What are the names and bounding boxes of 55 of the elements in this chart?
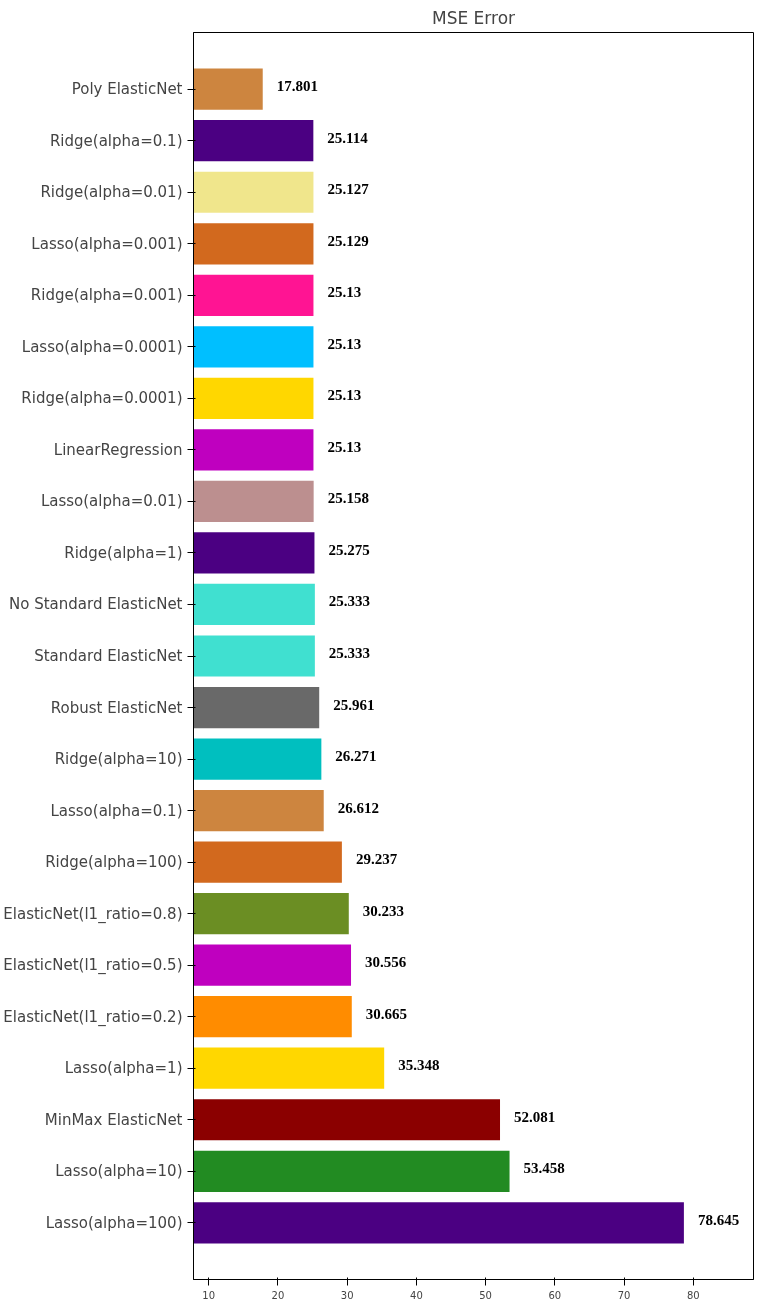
y-tick-label: LinearRegression: [53, 440, 183, 459]
x-tick-label: 70: [617, 1289, 631, 1301]
data-label: 25.13: [327, 387, 362, 404]
data-label: 29.237: [355, 851, 398, 868]
y-tick-label: Ridge(alpha=0.1): [49, 131, 183, 150]
data-label: 25.13: [327, 335, 362, 352]
y-tick-label: Lasso(alpha=10): [55, 1162, 183, 1181]
data-label: 25.275: [328, 541, 370, 558]
y-tick-label: Ridge(alpha=0.0001): [21, 389, 183, 408]
y-tick-label: ElasticNet(l1_ratio=0.8): [3, 904, 183, 924]
y-tick-label: Ridge(alpha=1): [64, 543, 183, 562]
y-tick-label: Ridge(alpha=10): [54, 750, 183, 769]
y-tick-label: Lasso(alpha=0.01): [40, 492, 183, 511]
data-label: 25.13: [327, 284, 362, 301]
y-tick-label: Lasso(alpha=0.1): [50, 801, 183, 820]
data-label: 78.645: [697, 1211, 740, 1228]
data-label: 53.458: [523, 1160, 565, 1177]
x-tick-label: 30: [340, 1289, 354, 1301]
data-label: 25.961: [333, 696, 375, 713]
x-tick-label: 50: [479, 1289, 492, 1301]
data-label: 26.271: [335, 748, 377, 765]
data-label: 25.333: [328, 645, 371, 661]
data-label: 30.233: [362, 902, 405, 919]
data-label: 25.158: [327, 490, 369, 507]
x-tick-label: 80: [686, 1289, 700, 1301]
y-tick-label: MinMax ElasticNet: [44, 1110, 183, 1129]
data-label: 25.114: [327, 129, 369, 146]
y-tick-label: Lasso(alpha=1): [64, 1059, 183, 1078]
data-label: 26.612: [337, 799, 379, 816]
data-label: 25.13: [327, 438, 362, 455]
x-tick-label: 20: [271, 1289, 285, 1301]
data-label: 17.801: [276, 78, 318, 95]
y-tick-label: Ridge(alpha=0.01): [40, 183, 183, 202]
data-label: 25.129: [327, 232, 369, 249]
data-label: 25.333: [328, 593, 371, 610]
y-tick-label: Lasso(alpha=0.001): [31, 234, 183, 253]
y-tick-label: Robust ElasticNet: [50, 698, 183, 717]
y-tick-label: ElasticNet(l1_ratio=0.5): [3, 956, 183, 976]
data-label: 25.127: [327, 181, 370, 198]
y-tick-label: ElasticNet(l1_ratio=0.2): [3, 1007, 183, 1027]
data-label: 52.081: [514, 1108, 556, 1125]
y-tick-label: Ridge(alpha=100): [45, 853, 183, 872]
y-tick-label: Ridge(alpha=0.001): [30, 286, 183, 305]
y-tick-label: Poly ElasticNet: [71, 80, 183, 99]
data-label: 30.556: [365, 954, 407, 971]
y-tick-label: Standard ElasticNet: [34, 647, 183, 665]
data-label: 35.348: [398, 1057, 440, 1074]
x-tick-label: 60: [548, 1289, 562, 1301]
y-tick-label: Lasso(alpha=0.0001): [21, 337, 183, 356]
x-tick-label: 10: [202, 1289, 216, 1301]
y-tick-label: Lasso(alpha=100): [45, 1213, 183, 1232]
data-label: 30.665: [365, 1005, 408, 1022]
x-tick-label: 40: [410, 1289, 423, 1301]
chart-title: MSE Error: [431, 7, 516, 28]
y-tick-label: No Standard ElasticNet: [9, 595, 183, 614]
